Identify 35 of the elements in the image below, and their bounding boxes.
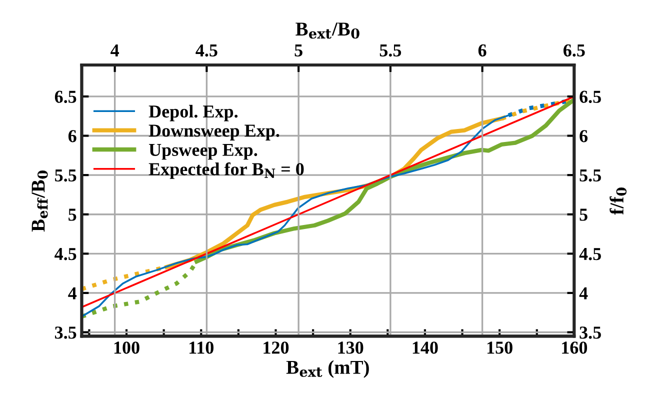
x-tick-label: 150 <box>487 342 512 354</box>
x-tick-label: 160 <box>562 342 588 354</box>
legend-label: Downsweep Exp. <box>148 124 280 140</box>
y-tick-label: 6.5 <box>54 90 76 103</box>
legend-label: Upsweep Exp. <box>148 144 258 160</box>
x2-tick-label: 4.5 <box>196 44 218 57</box>
x2-tick-label: 5.5 <box>380 44 402 57</box>
x-tick-label: 120 <box>264 342 289 354</box>
y-axis-title: B$_{eff}$/B$_{0}$ <box>32 170 48 232</box>
y-tick-label: 4 <box>68 287 77 300</box>
y2-tick-label: 6 <box>580 130 588 142</box>
y2-tick-label: 3.5 <box>580 326 601 339</box>
y2-axis-title: f/f$_{0}$ <box>610 188 627 215</box>
y-tick-label: 5 <box>68 208 76 221</box>
x2-tick-label: 6.5 <box>564 44 585 57</box>
x-tick-label: 140 <box>412 342 438 354</box>
x2-axis-title: B$_{ext}$/B$_{0}$ <box>296 22 360 39</box>
x2-tick-label: 5 <box>294 44 302 56</box>
y2-tick-label: 5.5 <box>580 170 601 182</box>
legend-label: Expected for B$_{N}$ = 0 <box>148 162 304 179</box>
y2-tick-label: 4 <box>579 287 588 300</box>
y2-tick-label: 5 <box>580 208 588 221</box>
x-tick-label: 110 <box>190 342 214 354</box>
x2-tick-label: 6 <box>478 44 486 56</box>
legend-label: Depol. Exp. <box>148 104 238 122</box>
y2-tick-label: 4.5 <box>579 248 601 260</box>
x-axis-title: B$_{ext}$ (mT) <box>286 360 369 378</box>
y2-tick-label: 6.5 <box>580 90 601 103</box>
x-tick-label: 130 <box>338 342 364 354</box>
x-tick-label: 100 <box>114 342 140 354</box>
y-tick-label: 5.5 <box>55 170 76 182</box>
y-tick-label: 4.5 <box>54 248 76 260</box>
x2-tick-label: 4 <box>110 44 119 56</box>
y-tick-label: 6 <box>68 130 76 142</box>
y-tick-label: 3.5 <box>54 326 76 339</box>
